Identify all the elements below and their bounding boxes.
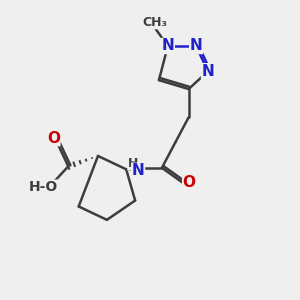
Text: N: N — [132, 163, 145, 178]
Text: O: O — [183, 175, 196, 190]
Text: H: H — [128, 157, 138, 170]
Polygon shape — [126, 164, 137, 171]
Text: CH₃: CH₃ — [142, 16, 167, 29]
Text: O: O — [47, 130, 60, 146]
Text: N: N — [202, 64, 214, 79]
Text: N: N — [161, 38, 174, 53]
Text: N: N — [190, 38, 202, 53]
Text: H‐O: H‐O — [28, 180, 58, 194]
